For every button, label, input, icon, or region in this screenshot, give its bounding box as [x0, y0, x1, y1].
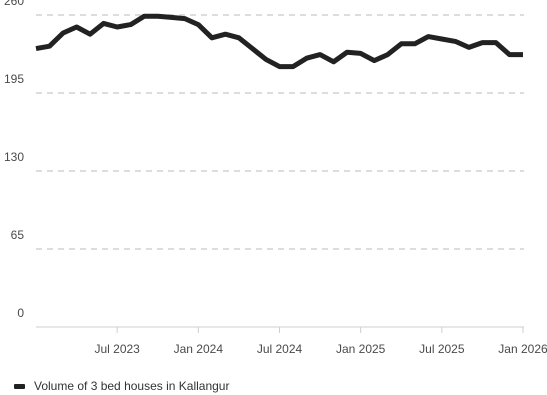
data-point — [47, 44, 52, 49]
data-point — [277, 64, 282, 69]
data-point — [223, 32, 228, 37]
data-point — [426, 34, 431, 39]
data-point — [412, 41, 417, 46]
data-point — [385, 52, 390, 57]
data-point — [182, 16, 187, 21]
y-tick-label: 195 — [4, 72, 24, 86]
x-tick-label: Jul 2025 — [419, 342, 465, 356]
x-tick-label: Jan 2026 — [498, 342, 547, 356]
data-point — [115, 25, 120, 30]
data-point — [507, 52, 512, 57]
data-point — [196, 22, 201, 27]
data-point — [466, 45, 471, 50]
data-point — [169, 15, 174, 20]
data-point — [263, 57, 268, 62]
data-point — [34, 46, 39, 51]
data-point — [155, 14, 160, 19]
y-tick-label: 65 — [11, 228, 25, 242]
gridlines — [36, 14, 524, 328]
data-point — [318, 52, 323, 57]
data-point — [88, 32, 93, 37]
legend-label: Volume of 3 bed houses in Kallangur — [34, 379, 230, 393]
data-point — [128, 22, 133, 27]
data-point — [209, 35, 214, 40]
y-tick-label: 260 — [4, 0, 24, 8]
x-tick-label: Jul 2023 — [94, 342, 140, 356]
data-point — [480, 40, 485, 45]
data-point — [291, 64, 296, 69]
series-line — [35, 13, 523, 70]
data-point — [250, 46, 255, 51]
y-axis: 0 65 130 195 260 — [4, 0, 24, 320]
data-point — [439, 37, 444, 42]
data-point — [142, 14, 147, 19]
data-point — [304, 56, 309, 61]
data-point — [521, 52, 526, 57]
x-tick-label: Jul 2024 — [257, 342, 303, 356]
data-point — [493, 40, 498, 45]
data-point — [345, 50, 350, 55]
series-layer — [34, 13, 526, 70]
data-point — [61, 31, 66, 36]
data-point — [372, 58, 377, 63]
x-axis: Jul 2023 Jan 2024 Jul 2024 Jan 2025 Jul 2025… — [94, 327, 547, 356]
legend: Volume of 3 bed houses in Kallangur — [14, 379, 229, 393]
legend-swatch — [14, 383, 25, 389]
x-tick-label: Jan 2024 — [174, 342, 224, 356]
y-tick-label: 130 — [4, 150, 24, 164]
data-point — [101, 21, 106, 26]
data-point — [74, 25, 79, 30]
data-point — [399, 41, 404, 46]
data-point — [453, 39, 458, 44]
data-point — [236, 35, 241, 40]
x-tick-label: Jan 2025 — [336, 342, 386, 356]
data-point — [331, 59, 336, 64]
data-point — [358, 51, 363, 56]
y-tick-label: 0 — [17, 306, 24, 320]
